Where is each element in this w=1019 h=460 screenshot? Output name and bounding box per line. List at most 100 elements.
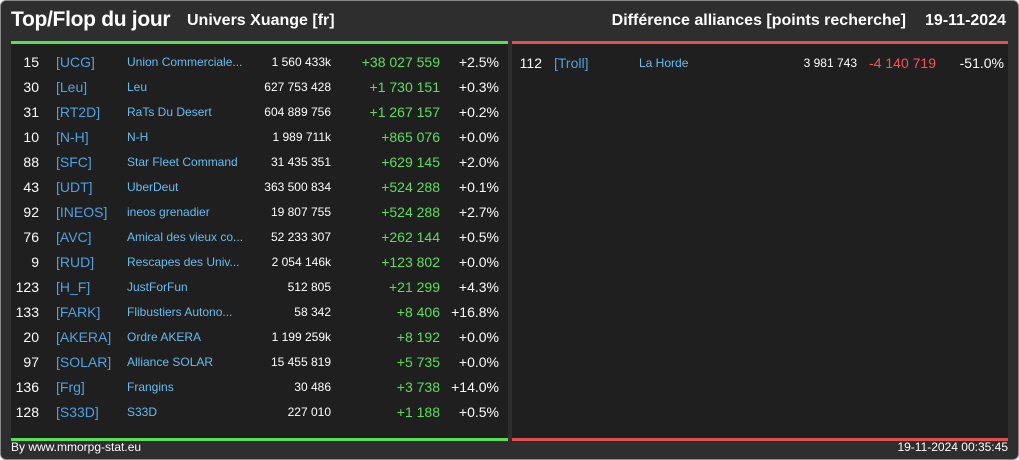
alliance-points: 15 455 819 (270, 355, 331, 369)
alliance-tag-link[interactable]: [AKERA] (56, 329, 112, 345)
alliance-name-link[interactable]: La Horde (639, 56, 689, 70)
header-date: 19-11-2024 (925, 12, 1006, 29)
alliance-rank: 92 (23, 204, 39, 220)
alliance-tag-link[interactable]: [RT2D] (56, 104, 101, 120)
top-row: 76 [AVC] Amical des vieux co... 52 233 307 +… (11, 225, 508, 250)
alliance-points: 1 199 259k (271, 330, 331, 344)
points-difference: +8 192 (396, 329, 440, 345)
alliance-name-link[interactable]: RaTs Du Desert (127, 105, 212, 119)
top-row: 43 [UDT] UberDeut 363 500 834 +524 288 +0.1% (11, 175, 508, 200)
percent-change: +2.7% (458, 204, 499, 220)
top-row: 9 [RUD] Rescapes des Univ... 2 054 146k +123… (11, 250, 508, 275)
alliance-rank: 43 (23, 179, 39, 195)
alliance-points: 363 500 834 (264, 180, 331, 194)
points-difference: +5 735 (396, 354, 440, 370)
alliance-name-link[interactable]: Star Fleet Command (127, 155, 238, 169)
alliance-tag-link[interactable]: [AVC] (56, 229, 92, 245)
alliance-name-link[interactable]: Leu (127, 80, 148, 94)
points-difference: +524 288 (381, 179, 440, 195)
alliance-rank: 123 (15, 279, 39, 295)
percent-change: +14.0% (451, 379, 499, 395)
alliance-tag-link[interactable]: [SOLAR] (56, 354, 112, 370)
top-row: 133 [FARK] Flibustiers Autono... 58 342 +8 4… (11, 300, 508, 325)
top-row: 31 [RT2D] RaTs Du Desert 604 889 756 +1 267 … (11, 100, 508, 125)
points-difference: +1 267 157 (369, 104, 440, 120)
alliance-rank: 76 (23, 229, 39, 245)
header: Top/Flop du jour Univers Xuange [fr] Dif… (1, 1, 1018, 41)
alliance-rank: 10 (23, 129, 39, 145)
percent-change: -51.0% (959, 55, 1004, 71)
percent-change: +0.0% (458, 329, 499, 345)
points-difference: +629 145 (381, 154, 440, 170)
top-row: 88 [SFC] Star Fleet Command 31 435 351 +629 … (11, 150, 508, 175)
alliance-rank: 31 (23, 104, 39, 120)
alliance-tag-link[interactable]: [INEOS] (56, 204, 108, 220)
alliance-tag-link[interactable]: [UCG] (56, 54, 95, 70)
percent-change: +0.5% (458, 404, 499, 420)
points-difference: +865 076 (381, 129, 440, 145)
alliance-points: 3 981 743 (803, 56, 857, 70)
alliance-name-link[interactable]: Alliance SOLAR (127, 355, 214, 369)
alliance-points: 30 486 (294, 380, 331, 394)
alliance-rank: 88 (23, 154, 39, 170)
percent-change: +0.3% (458, 79, 499, 95)
percent-change: +0.1% (458, 179, 499, 195)
alliance-points: 1 989 711k (272, 130, 332, 144)
alliance-name-link[interactable]: Flibustiers Autono... (127, 305, 233, 319)
percent-change: +0.0% (458, 354, 499, 370)
alliance-name-link[interactable]: Ordre AKERA (127, 330, 202, 344)
points-difference: +3 738 (396, 379, 440, 395)
alliance-points: 512 805 (287, 280, 331, 294)
alliance-tag-link[interactable]: [Frg] (56, 379, 85, 395)
alliance-rank: 15 (23, 54, 39, 70)
top-row: 15 [UCG] Union Commerciale... 1 560 433k +38… (11, 50, 508, 75)
top-row: 128 [S33D] S33D 227 010 +1 188 +0.5% (11, 400, 508, 425)
alliance-name-link[interactable]: N-H (127, 130, 149, 144)
flop-row: 112 [Troll] La Horde 3 981 743 -4 140 719 -51… (512, 51, 1008, 76)
alliance-name-link[interactable]: JustForFun (127, 280, 188, 294)
alliance-tag-link[interactable]: [S33D] (56, 404, 99, 420)
points-difference: +38 027 559 (361, 54, 440, 70)
footer-timestamp: 19-11-2024 00:35:45 (897, 440, 1008, 454)
alliance-points: 1 560 433k (271, 55, 331, 69)
alliance-rank: 97 (23, 354, 39, 370)
alliance-rank: 128 (15, 404, 39, 420)
top-row: 97 [SOLAR] Alliance SOLAR 15 455 819 +5 735 +… (11, 350, 508, 375)
alliance-points: 604 889 756 (264, 105, 331, 119)
points-difference: -4 140 719 (869, 55, 936, 71)
alliance-tag-link[interactable]: [FARK] (56, 304, 101, 320)
top-row: 123 [H_F] JustForFun 512 805 +21 299 +4.3% (11, 275, 508, 300)
alliance-name-link[interactable]: Rescapes des Univ... (127, 255, 240, 269)
alliance-points: 2 054 146k (271, 255, 331, 269)
percent-change: +0.5% (458, 229, 499, 245)
alliance-points: 58 342 (294, 305, 331, 319)
alliance-name-link[interactable]: Union Commerciale... (127, 55, 243, 69)
alliance-tag-link[interactable]: [UDT] (56, 179, 93, 195)
top-panel: 15 [UCG] Union Commerciale... 1 560 433k +38… (11, 41, 508, 441)
alliance-tag-link[interactable]: [SFC] (56, 154, 92, 170)
alliance-name-link[interactable]: S33D (127, 405, 158, 419)
alliance-name-link[interactable]: Frangins (127, 380, 174, 394)
points-difference: +123 802 (381, 254, 440, 270)
alliance-tag-link[interactable]: [Troll] (554, 55, 589, 71)
alliance-tag-link[interactable]: [Leu] (56, 79, 88, 95)
points-difference: +262 144 (381, 229, 440, 245)
alliance-rank: 133 (15, 304, 39, 320)
alliance-points: 227 010 (287, 405, 331, 419)
alliance-tag-link[interactable]: [H_F] (56, 279, 91, 295)
alliance-name-link[interactable]: UberDeut (127, 180, 179, 194)
page-title: Top/Flop du jour (11, 8, 171, 31)
percent-change: +0.0% (458, 254, 499, 270)
percent-change: +4.3% (458, 279, 499, 295)
points-difference: +21 299 (389, 279, 440, 295)
flop-panel: 112 [Troll] La Horde 3 981 743 -4 140 719 -51… (512, 41, 1008, 441)
top-row: 20 [AKERA] Ordre AKERA 1 199 259k +8 192 +0.0… (11, 325, 508, 350)
alliance-tag-link[interactable]: [RUD] (56, 254, 95, 270)
alliance-rank: 30 (23, 79, 39, 95)
alliance-rank: 9 (31, 254, 39, 270)
alliance-name-link[interactable]: ineos grenadier (127, 205, 210, 219)
alliance-tag-link[interactable]: [N-H] (56, 129, 89, 145)
alliance-name-link[interactable]: Amical des vieux co... (127, 230, 244, 244)
top-row: 92 [INEOS] ineos grenadier 19 807 755 +524 2… (11, 200, 508, 225)
site-credit: By www.mmorpg-stat.eu (11, 440, 142, 454)
